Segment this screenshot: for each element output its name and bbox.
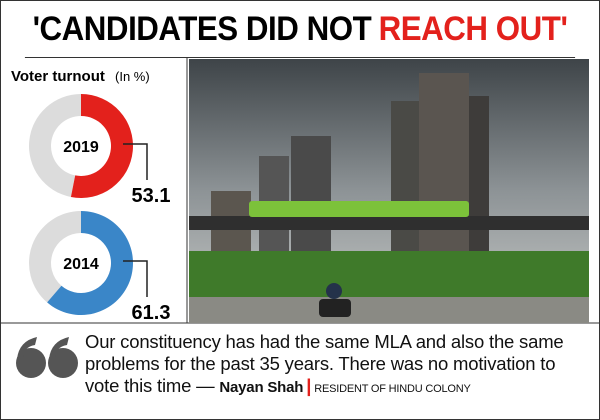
headline-black: 'CANDIDATES DID NOT: [32, 10, 372, 48]
headline: 'CANDIDATES DID NOT REACH OUT': [24, 1, 576, 58]
donut-segment: [70, 94, 133, 198]
value-label: 61.3: [132, 302, 171, 324]
donut-rest: [29, 211, 81, 303]
panel-title: Voter turnout: [11, 68, 105, 85]
quote: Our constituency has had the same MLA an…: [85, 331, 593, 400]
donut-segment: [47, 211, 133, 315]
headline-red: REACH OUT': [378, 10, 568, 48]
quote-mark: [16, 337, 78, 378]
quote-text: Our constituency has had the same MLA an…: [85, 331, 564, 396]
donut-label: 2019: [63, 139, 99, 156]
quote-separator: |: [306, 375, 312, 396]
leader-line: [123, 143, 148, 180]
quote-author: Nayan Shah: [219, 379, 304, 396]
donut-label: 2014: [63, 256, 99, 273]
quote-role: RESIDENT OF HINDU COLONY: [314, 383, 471, 395]
panel-unit: (In %): [115, 69, 150, 84]
donut-rest: [28, 94, 81, 198]
leader-line: [123, 260, 148, 297]
photo: [189, 59, 589, 323]
value-label: 53.1: [132, 185, 171, 207]
